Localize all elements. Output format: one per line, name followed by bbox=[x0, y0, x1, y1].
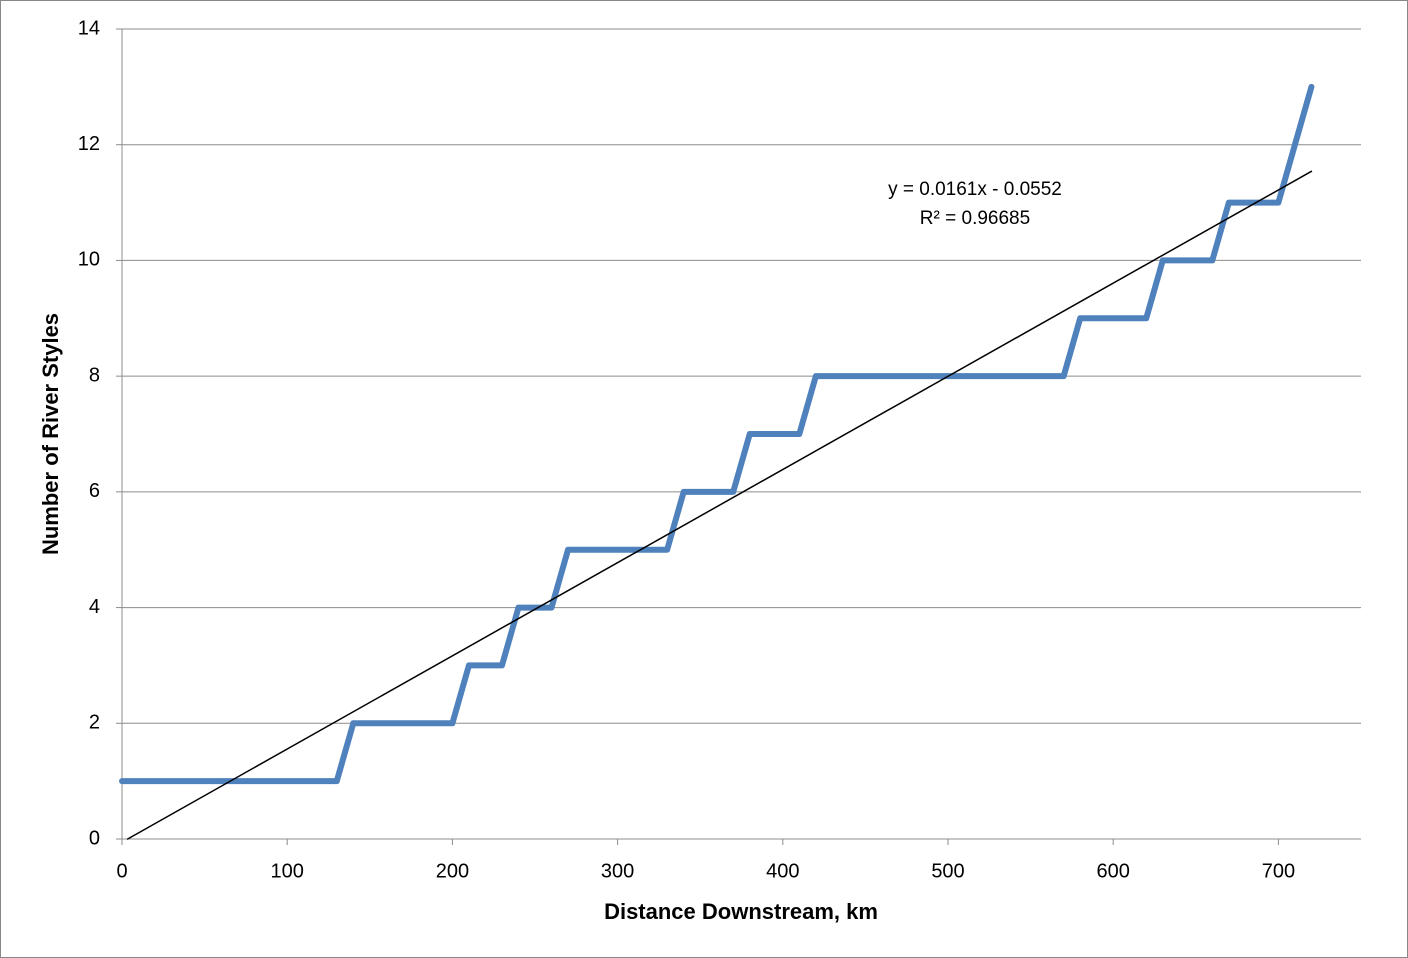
y-tick-label: 6 bbox=[89, 480, 100, 502]
x-tick-label: 100 bbox=[271, 860, 304, 882]
x-tick-label: 300 bbox=[601, 860, 634, 882]
x-tick-label: 200 bbox=[436, 860, 469, 882]
r-squared: R² = 0.96685 bbox=[920, 208, 1030, 229]
x-tick-label: 0 bbox=[116, 860, 127, 882]
data-line bbox=[119, 83, 1315, 785]
y-tick-label: 4 bbox=[89, 596, 100, 618]
y-tick-label: 12 bbox=[78, 133, 100, 155]
x-axis-title: Distance Downstream, km bbox=[604, 899, 878, 924]
y-tick-label: 14 bbox=[78, 17, 100, 39]
x-tick-label: 600 bbox=[1097, 860, 1130, 882]
trend-line bbox=[126, 170, 1313, 840]
y-axis-title: Number of River Styles bbox=[38, 313, 63, 555]
x-tick-label: 500 bbox=[931, 860, 964, 882]
trendline-equation: y = 0.0161x - 0.0552 bbox=[888, 179, 1062, 200]
y-tick-label: 8 bbox=[89, 364, 100, 386]
x-tick-label: 700 bbox=[1262, 860, 1295, 882]
x-tick-label: 400 bbox=[766, 860, 799, 882]
y-tick-label: 0 bbox=[89, 827, 100, 849]
y-tick-label: 2 bbox=[89, 712, 100, 734]
y-tick-label: 10 bbox=[78, 249, 100, 271]
